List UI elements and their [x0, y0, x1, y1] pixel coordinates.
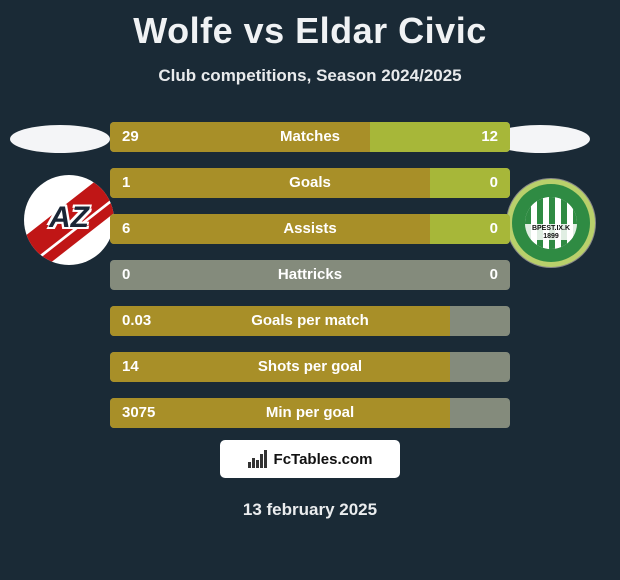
left-shadow-ellipse: [10, 125, 110, 153]
stat-label: Shots per goal: [110, 352, 510, 382]
stat-row-assists: 60Assists: [110, 214, 510, 244]
club-badge-right: BPEST.IX.K1899: [506, 178, 596, 268]
chart-icon: [248, 450, 268, 468]
stat-row-matches: 2912Matches: [110, 122, 510, 152]
club-left-text: AZ: [24, 201, 114, 235]
stat-row-shots-per-goal: 14Shots per goal: [110, 352, 510, 382]
brand-badge: FcTables.com: [220, 440, 400, 478]
footer-date: 13 february 2025: [0, 500, 620, 520]
brand-text: FcTables.com: [274, 451, 373, 468]
stat-row-goals: 10Goals: [110, 168, 510, 198]
comparison-bars: 2912Matches 10Goals 60Assists 00Hattricks 0.…: [110, 122, 510, 444]
stat-label: Matches: [110, 122, 510, 152]
stat-label: Assists: [110, 214, 510, 244]
page-title: Wolfe vs Eldar Civic: [0, 0, 620, 52]
page-subtitle: Club competitions, Season 2024/2025: [0, 66, 620, 86]
stat-label: Min per goal: [110, 398, 510, 428]
stat-row-hattricks: 00Hattricks: [110, 260, 510, 290]
stat-row-min-per-goal: 3075Min per goal: [110, 398, 510, 428]
stat-label: Goals: [110, 168, 510, 198]
stat-row-goals-per-match: 0.03Goals per match: [110, 306, 510, 336]
stat-label: Goals per match: [110, 306, 510, 336]
club-right-label: BPEST.IX.K1899: [525, 224, 577, 240]
club-badge-left: AZ: [24, 175, 114, 265]
stat-label: Hattricks: [110, 260, 510, 290]
